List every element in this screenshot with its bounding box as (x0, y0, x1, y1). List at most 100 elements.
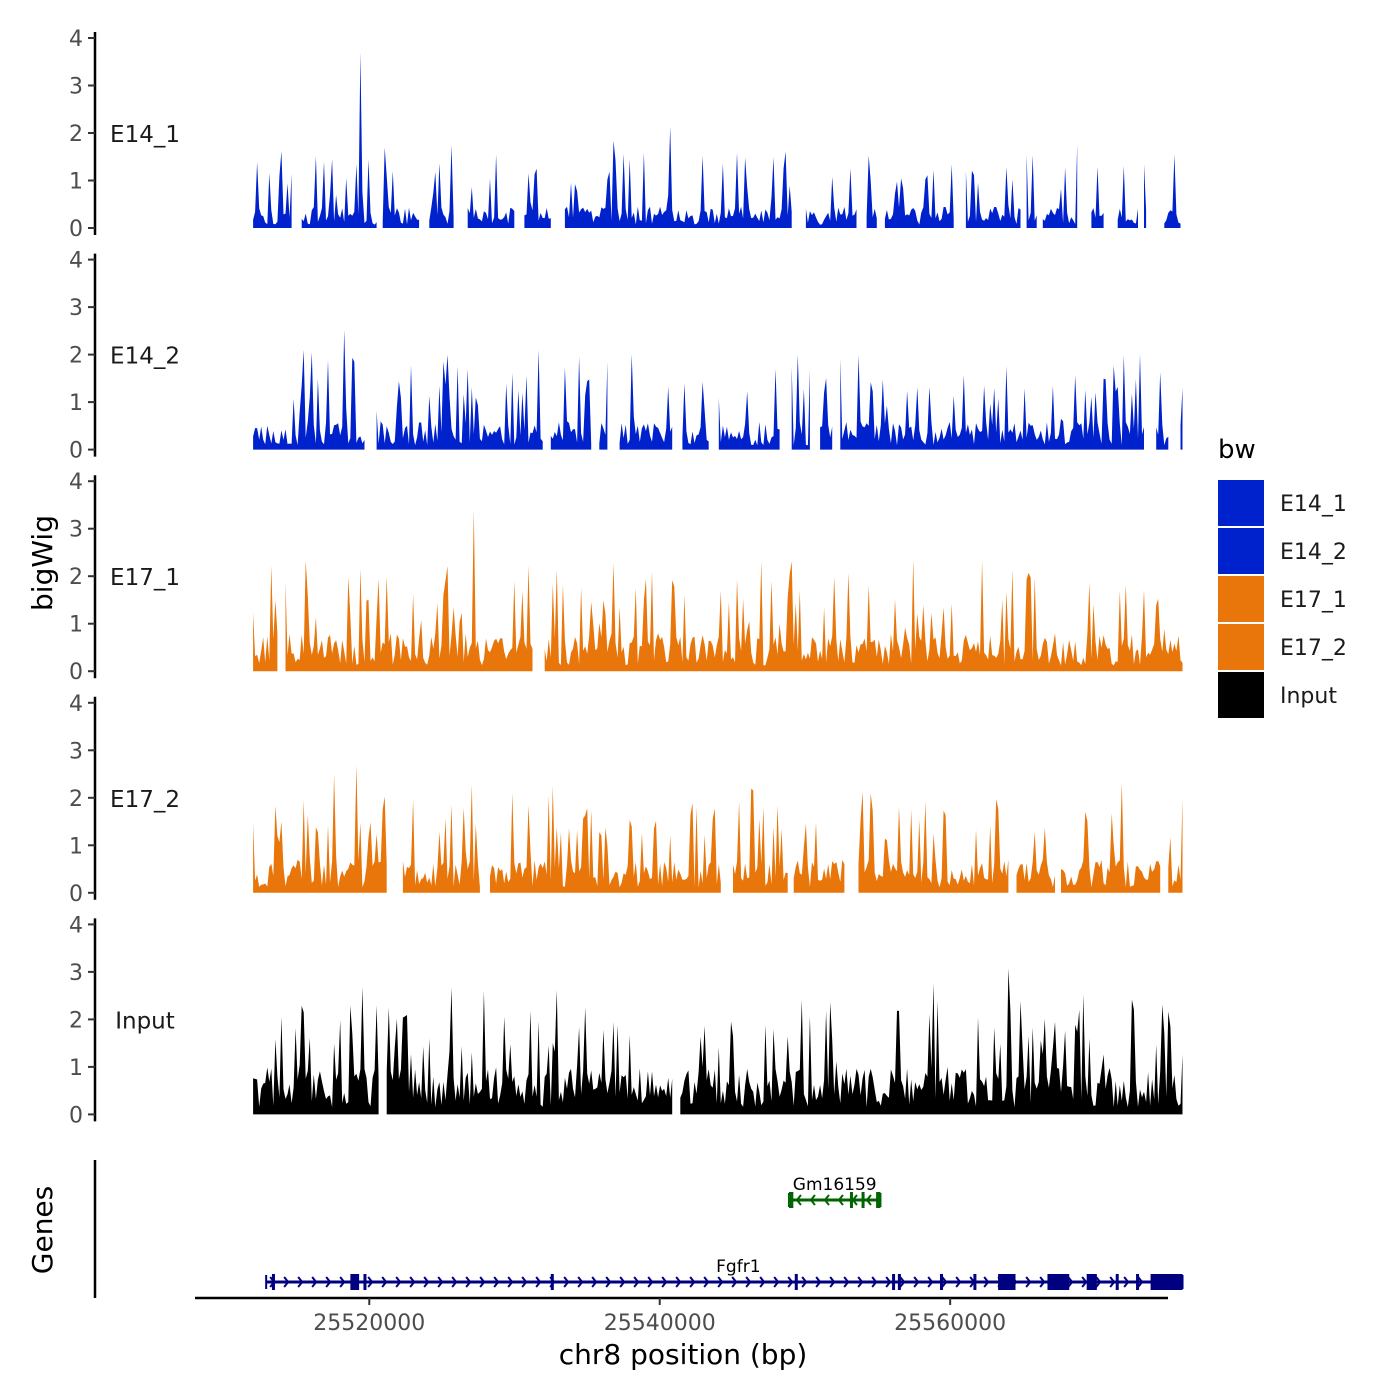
strand-chevron (297, 1276, 304, 1288)
track-Input: 0 1 2 3 4 Input (69, 913, 1183, 1128)
strand-chevron (823, 1194, 830, 1206)
strand-chevron (871, 1276, 878, 1288)
strand-chevron (843, 1276, 850, 1288)
strand-chevron (913, 1276, 920, 1288)
y-tick-label: 4 (69, 692, 83, 717)
strand-chevron (955, 1276, 962, 1288)
y-tick-label: 3 (69, 739, 83, 764)
strand-chevron (983, 1276, 990, 1288)
strand-chevron (605, 1276, 612, 1288)
y-tick-label: 2 (69, 787, 83, 812)
legend: bw E14_1 E14_2 E17_1 E17_2 Input (1218, 435, 1347, 718)
strand-chevron (717, 1276, 724, 1288)
y-tick-label: 0 (69, 217, 83, 242)
coverage-area (253, 764, 1183, 893)
track-label: E14_2 (110, 344, 180, 370)
strand-chevron (899, 1276, 906, 1288)
strand-chevron (927, 1276, 934, 1288)
gene-Fgfr1: Fgfr1 (265, 1257, 1184, 1290)
coverage-area (253, 968, 1183, 1115)
gene-label: Fgfr1 (716, 1257, 760, 1277)
x-tick-label: 25520000 (313, 1311, 425, 1336)
strand-chevron (1123, 1276, 1130, 1288)
strand-chevron (437, 1276, 444, 1288)
coverage-area (253, 509, 1183, 672)
exon (1150, 1274, 1183, 1290)
strand-chevron (837, 1194, 844, 1206)
y-tick-label: 0 (69, 1103, 83, 1128)
exon (876, 1192, 881, 1208)
y-tick-label: 3 (69, 961, 83, 986)
exon (939, 1274, 943, 1290)
x-axis: 25520000 25540000 25560000 (195, 1296, 1168, 1336)
strand-chevron (745, 1276, 752, 1288)
track-E14_1: 0 1 2 3 4 E14_1 (69, 27, 1181, 242)
strand-chevron (1039, 1276, 1046, 1288)
strand-chevron (367, 1276, 374, 1288)
strand-chevron (815, 1276, 822, 1288)
y-tick-label: 0 (69, 439, 83, 464)
exon (794, 1274, 798, 1290)
track-E17_1: 0 1 2 3 4 E17_1 (69, 470, 1183, 685)
track-label: E17_1 (110, 565, 180, 591)
exon (849, 1192, 853, 1208)
legend-entry-label: E14_1 (1280, 492, 1347, 517)
legend-swatch (1218, 480, 1264, 526)
signal-tracks: 0 1 2 3 4 E14_1 0 1 2 3 4 E14_2 0 1 2 3 4 E17_1 0 1 2 3 4 E17_2… (69, 27, 1183, 1128)
strand-chevron (787, 1276, 794, 1288)
exon (350, 1274, 360, 1290)
exon (363, 1274, 367, 1290)
legend-entry-label: Input (1280, 684, 1337, 709)
exon (1136, 1274, 1140, 1290)
strand-chevron (731, 1276, 738, 1288)
strand-chevron (507, 1276, 514, 1288)
y-tick-label: 4 (69, 249, 83, 274)
strand-chevron (675, 1276, 682, 1288)
strand-chevron (381, 1276, 388, 1288)
coverage-area (253, 52, 1181, 228)
y-tick-label: 1 (69, 1056, 83, 1081)
strand-chevron (809, 1194, 816, 1206)
legend-entry-label: E17_2 (1280, 636, 1347, 661)
strand-chevron (339, 1276, 346, 1288)
strand-chevron (409, 1276, 416, 1288)
x-tick-label: 25540000 (604, 1311, 716, 1336)
x-tick-label: 25560000 (894, 1311, 1006, 1336)
strand-chevron (1025, 1276, 1032, 1288)
y-tick-label: 4 (69, 27, 83, 52)
strand-chevron (311, 1276, 318, 1288)
gene-label: Gm16159 (793, 1175, 877, 1195)
track-E14_2: 0 1 2 3 4 E14_2 (69, 249, 1183, 464)
exon (998, 1274, 1016, 1290)
strand-chevron (633, 1276, 640, 1288)
legend-title: bw (1218, 435, 1256, 465)
y-tick-label: 1 (69, 391, 83, 416)
y-tick-label: 0 (69, 660, 83, 685)
gene-Gm16159: Gm16159 (787, 1175, 882, 1208)
strand-chevron (703, 1276, 710, 1288)
y-tick-label: 2 (69, 565, 83, 590)
legend-entry-label: E14_2 (1280, 540, 1347, 565)
strand-chevron (283, 1276, 290, 1288)
strand-chevron (647, 1276, 654, 1288)
exon (897, 1274, 901, 1290)
track-label: E14_1 (110, 122, 180, 148)
strand-chevron (577, 1276, 584, 1288)
strand-chevron (325, 1276, 332, 1288)
y-tick-label: 1 (69, 834, 83, 859)
y-tick-label: 0 (69, 882, 83, 907)
strand-chevron (1081, 1276, 1088, 1288)
strand-chevron (521, 1276, 528, 1288)
coverage-area (253, 329, 1183, 450)
y-tick-label: 3 (69, 75, 83, 100)
y-tick-label: 1 (69, 170, 83, 195)
exon (1047, 1274, 1070, 1290)
gene-track: Fgfr1 Gm16159 (93, 1160, 1184, 1298)
exon (271, 1274, 275, 1290)
strand-chevron (451, 1276, 458, 1288)
strand-chevron (773, 1276, 780, 1288)
track-label: E17_2 (110, 787, 180, 813)
strand-chevron (941, 1276, 948, 1288)
exon (550, 1274, 554, 1290)
